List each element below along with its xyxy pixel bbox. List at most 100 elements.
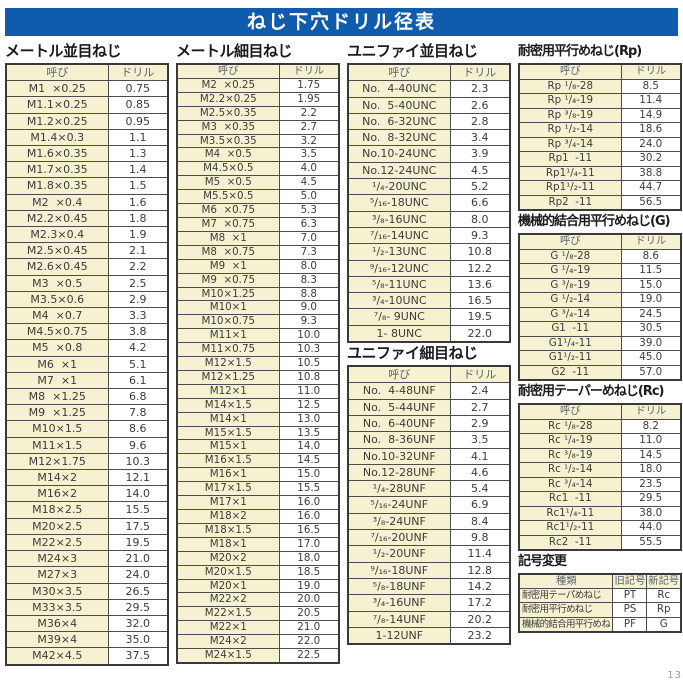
table-row: ⁷/₁₆-14UNC 9.3 [347,226,511,245]
drill-value-cell: 3.9 [449,145,511,163]
table-row: G ¹/₂-14 19.0 [518,292,682,308]
table-row: M6 ×1 5.1 [5,355,169,373]
table-row: M30×3.5 26.5 [5,582,169,600]
table-row: M14×1 13.0 [176,411,340,427]
drill-value-cell: Rp [646,602,682,618]
thread-name-cell: M5 ×0.8 [5,339,109,357]
table-row: M33×3.5 29.5 [5,598,169,616]
column-header: 呼び [5,63,109,82]
drill-value-cell: 17.5 [107,517,169,535]
table-row: 耐密用テーパめねじ PT Rc [518,588,682,604]
drill-value-cell: 22.0 [278,634,340,650]
thread-name-cell: ³/₈-24UNF [347,512,451,531]
table-row: G1¹/₄-11 39.0 [518,335,682,351]
table-row: Rc1¹/₂-11 44.0 [518,520,682,536]
column-unified: ユニファイ並目ねじ 呼び ドリル No. 4-40UNC 2.3 No. 5-40UNC… [347,41,511,666]
column-header: 呼び [176,63,280,79]
drill-value-cell: 32.0 [107,614,169,633]
thread-name-cell: M42×4.5 [5,647,109,666]
thread-name-cell: 機械的結合用平行めねじ [518,616,614,633]
thread-name-cell: No. 6-40UNF [347,414,451,433]
thread-name-cell: M3.5×0.6 [5,290,109,309]
section-title-metric-fine: メートル細目ねじ [176,42,293,60]
drill-value-cell: 10.3 [278,342,340,358]
drill-value-cell: 5.4 [449,480,511,498]
table-row: ¹/₂-13UNC 10.8 [347,243,511,261]
table-row: M22×1 21.0 [176,620,340,636]
drill-value-cell: 20.2 [449,610,511,628]
table-row: M16×1 15.0 [176,467,340,483]
thread-name-cell: M7 ×1 [5,371,109,390]
thread-name-cell: 耐密用テーパめねじ [518,588,614,604]
table-row: M1.8×0.35 1.5 [5,177,169,195]
drill-value-cell: 2.7 [449,398,511,416]
thread-name-cell: M36×4 [5,614,109,633]
drill-value-cell: 16.0 [278,509,340,524]
table-row: M12×1.5 10.5 [176,356,340,371]
table-row: M10×0.75 9.3 [176,314,340,330]
metric-coarse-table: 呼び ドリル M1 ×0.25 0.75 M1.1×0.25 0.85 M1.2×0.25 0… [5,63,169,666]
thread-name-cell: M8 ×1.25 [5,388,109,406]
table-row: No. 5-40UNC 2.6 [347,96,511,114]
table-row: ¹/₄-20UNC 5.2 [347,178,511,196]
drill-value-cell: 11.0 [620,433,682,449]
column-header: 呼び [518,233,622,250]
drill-value-cell: 11.4 [449,545,511,563]
drill-value-cell: 17.2 [449,594,511,612]
table-row: M11×1.5 9.6 [5,436,169,454]
table-row: G1¹/₂-11 45.0 [518,350,682,366]
drill-value-cell: Rc [646,588,682,604]
thread-name-cell: No.12-24UNC [347,161,451,180]
thread-name-cell: M4 ×0.5 [176,147,280,163]
table-row: Rc ³/₄-14 23.5 [518,476,682,492]
drill-value-cell: 14.2 [449,577,511,596]
drill-value-cell: 8.4 [449,512,511,531]
table-row: M42×4.5 37.5 [5,647,169,666]
drill-value-cell: 5.1 [107,355,169,373]
drill-value-cell: G [646,616,682,633]
table-row: M22×2.5 19.5 [5,533,169,552]
drill-value-cell: 2.4 [449,382,511,400]
table-row: M9 ×0.75 8.3 [176,272,340,288]
table-row: Rc ¹/₂-14 18.0 [518,462,682,478]
thread-name-cell: M10×1.25 [176,286,280,302]
thread-name-cell: G ³/₈-19 [518,277,622,293]
drill-value-cell: 5.3 [278,203,340,218]
table-row: ³/₄-16UNF 17.2 [347,594,511,612]
column-header: ドリル [620,63,682,80]
drill-value-cell: 8.0 [449,210,511,228]
column-metric-fine: メートル細目ねじ 呼び ドリル M2 ×0.25 1.75 M2.2×0.25 1.95 M… [176,41,340,666]
drill-value-cell: 15.5 [278,481,340,497]
thread-name-cell: ¹/₂-13UNC [347,243,451,261]
table-row: G ¹/₄-19 11.5 [518,263,682,279]
g-table: 呼び ドリル G ¹/₈-28 8.6 G ¹/₄-19 11.5 G ³/₈-19 15.0… [518,233,682,381]
unified-coarse-table: 呼び ドリル No. 4-40UNC 2.3 No. 5-40UNC 2.6 No. 6-3… [347,63,511,344]
thread-name-cell: M1 ×0.25 [5,80,109,98]
thread-name-cell: M9 ×0.75 [176,272,280,288]
drill-value-cell: 0.85 [107,96,169,114]
table-row: G2 -11 57.0 [518,364,682,381]
table-row: 1- 8UNC 22.0 [347,324,511,343]
table-row: M22×2 20.0 [176,592,340,608]
drill-value-cell: 2.8 [449,112,511,131]
thread-name-cell: ³/₈-16UNC [347,210,451,228]
thread-name-cell: M2.5×0.45 [5,242,109,260]
thread-name-cell: G1¹/₄-11 [518,335,622,351]
drill-value-cell: 30.5 [620,321,682,337]
thread-name-cell: M17×1 [176,495,280,510]
header-row: 呼び ドリル [5,63,169,82]
metric-fine-table: 呼び ドリル M2 ×0.25 1.75 M2.2×0.25 1.95 M2.5×0.35 2… [176,63,340,664]
drill-value-cell: 4.5 [278,175,340,191]
drill-value-cell: 6.8 [107,388,169,406]
drill-value-cell: 1.1 [107,128,169,147]
thread-name-cell: G ¹/₂-14 [518,292,622,308]
thread-name-cell: M16×1 [176,467,280,483]
thread-name-cell: M24×2 [176,634,280,650]
thread-name-cell: G ¹/₈-28 [518,248,622,264]
drill-value-cell: 9.3 [449,226,511,245]
table-row: ³/₈-24UNF 8.4 [347,512,511,531]
drill-value-cell: 5.2 [449,178,511,196]
table-row: M4 ×0.7 3.3 [5,307,169,325]
drill-value-cell: 2.2 [278,105,340,121]
column-header: ドリル [278,63,340,79]
